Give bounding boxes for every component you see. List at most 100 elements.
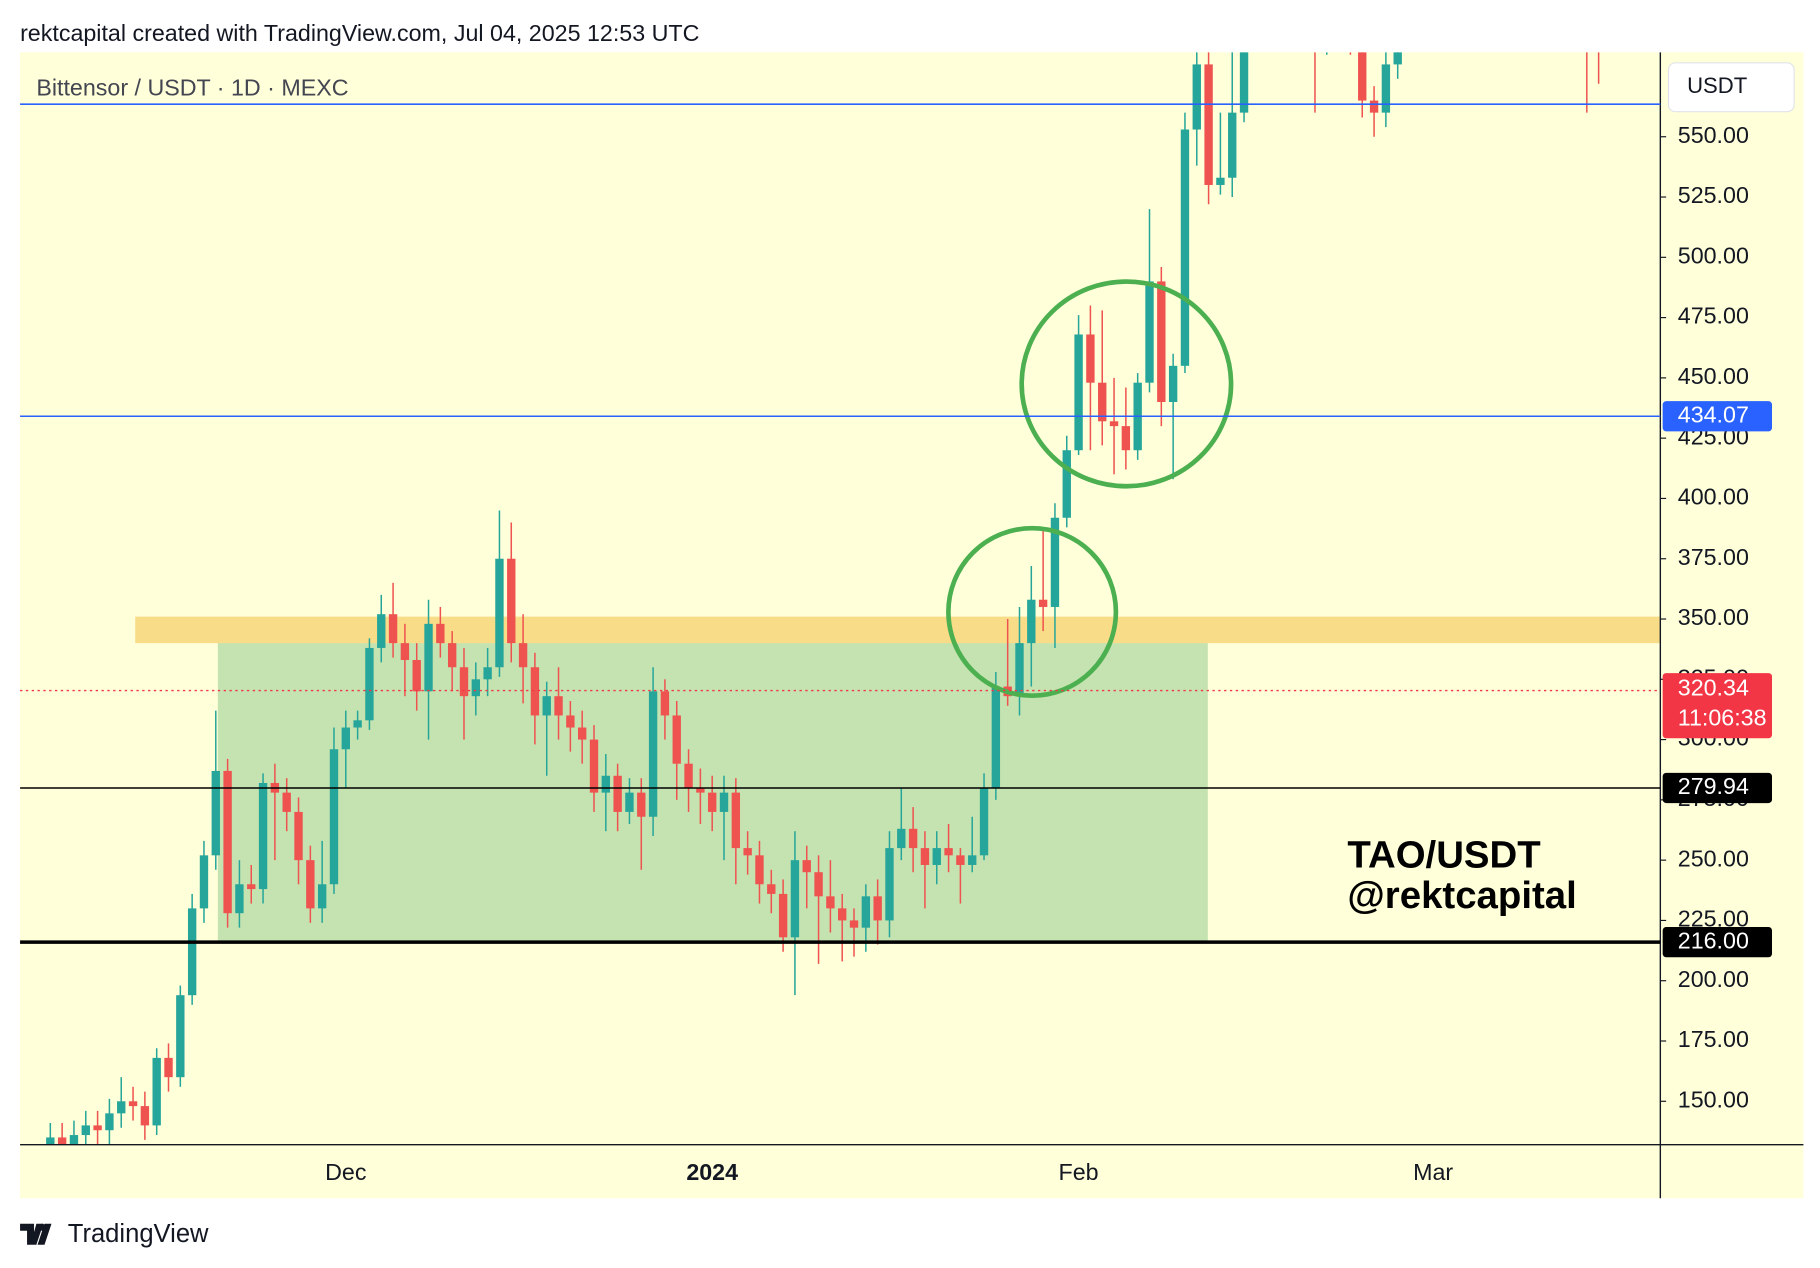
y-tick-label: 475.00 — [1678, 303, 1749, 329]
candle-body — [105, 1113, 114, 1131]
candle-body — [708, 792, 717, 812]
candle-body — [294, 811, 303, 861]
candle-body — [1228, 112, 1237, 178]
candle-body — [908, 828, 918, 849]
candle-body — [625, 792, 634, 812]
candle-body — [1323, 16, 1331, 40]
candle-body — [755, 855, 764, 885]
candle-body — [1050, 517, 1060, 607]
candle-body — [979, 787, 989, 856]
tradingview-logo — [20, 1223, 52, 1245]
candle-body — [69, 1135, 79, 1145]
candle-body — [554, 696, 563, 716]
candle-body — [507, 558, 516, 644]
y-tick-label: 525.00 — [1678, 182, 1749, 208]
candle-body — [1109, 421, 1119, 427]
candle-body — [329, 749, 339, 885]
candle-body — [1239, 52, 1249, 113]
candle-body — [306, 860, 315, 909]
candle-body — [1121, 426, 1131, 451]
candle-body — [743, 848, 752, 856]
candle-body — [1405, 4, 1413, 16]
candle-body — [1145, 281, 1154, 383]
y-tick-label: 400.00 — [1678, 484, 1749, 510]
candle-body — [140, 1106, 150, 1126]
zone — [135, 616, 1661, 644]
candle-body — [589, 739, 599, 793]
candle-body — [1358, 52, 1367, 101]
y-tick-label: 450.00 — [1678, 363, 1749, 389]
candle-body — [849, 920, 859, 928]
candle-body — [1393, 52, 1402, 65]
candle-body — [495, 558, 504, 668]
candle-body — [1098, 382, 1107, 422]
footer-brand: TradingView — [68, 1220, 209, 1248]
candle-body — [1074, 334, 1083, 451]
x-tick-label: 2024 — [686, 1159, 738, 1185]
annotation: @rektcapital — [1347, 874, 1576, 917]
candle-body — [613, 775, 622, 812]
candle-body — [1204, 64, 1213, 185]
candle-body — [1369, 100, 1379, 113]
candle-body — [176, 995, 185, 1078]
candle-body — [117, 1101, 126, 1114]
candle-body — [1381, 64, 1391, 113]
candle-body — [282, 792, 291, 812]
candle-body — [873, 896, 882, 921]
price-tag-label: 434.07 — [1678, 401, 1749, 427]
candle-body — [1559, 0, 1567, 16]
candle-body — [471, 679, 480, 697]
candle-body — [1038, 599, 1048, 607]
candle-body — [1027, 599, 1036, 644]
highlight-circle — [946, 525, 1119, 698]
countdown: 11:06:38 — [1678, 705, 1767, 731]
candle-body — [377, 614, 386, 648]
candle-body — [920, 848, 930, 865]
y-tick-label: 350.00 — [1678, 604, 1749, 630]
candle-body — [341, 727, 350, 750]
candle-body — [436, 623, 445, 644]
candle-body — [1535, 0, 1543, 4]
candle-body — [956, 855, 965, 865]
candle-body — [660, 691, 670, 716]
candle-body — [932, 848, 941, 865]
candle-body — [861, 896, 871, 928]
candle-body — [223, 770, 232, 914]
candle-body — [601, 775, 611, 793]
candle-body — [767, 884, 776, 894]
candle-body — [388, 614, 398, 644]
candle-body — [199, 855, 209, 909]
candle-body — [1346, 0, 1354, 40]
x-tick-label: Dec — [325, 1159, 367, 1185]
candle-body — [46, 1137, 55, 1145]
candle-body — [353, 720, 362, 728]
candle-body — [211, 770, 220, 856]
candle-body — [1062, 450, 1071, 518]
highlight-circle — [1019, 279, 1234, 489]
price-tag — [1662, 772, 1773, 804]
candle-body — [991, 686, 1001, 788]
candle-body — [802, 860, 811, 873]
candle-body — [258, 782, 268, 890]
y-tick-label: 375.00 — [1678, 544, 1749, 570]
annotation: TAO/USDT — [1347, 833, 1541, 876]
candle-body — [1216, 177, 1225, 185]
candle-body — [164, 1057, 173, 1078]
candle-body — [778, 893, 788, 938]
candle-body — [885, 848, 894, 921]
candle-body — [1252, 0, 1260, 16]
candle-body — [1086, 334, 1095, 383]
candle-body — [731, 792, 741, 849]
candle-body — [57, 1137, 67, 1145]
candle-body — [566, 715, 575, 728]
candle-body — [1594, 16, 1602, 28]
candle-body — [317, 884, 327, 909]
y-tick-label: 175.00 — [1678, 1026, 1749, 1052]
y-tick-label: 150.00 — [1678, 1086, 1749, 1112]
currency: USDT — [1687, 73, 1747, 98]
candle-body — [1547, 4, 1555, 16]
candle-body — [424, 623, 433, 692]
candle-body — [1417, 0, 1425, 4]
candle-body — [684, 763, 693, 788]
